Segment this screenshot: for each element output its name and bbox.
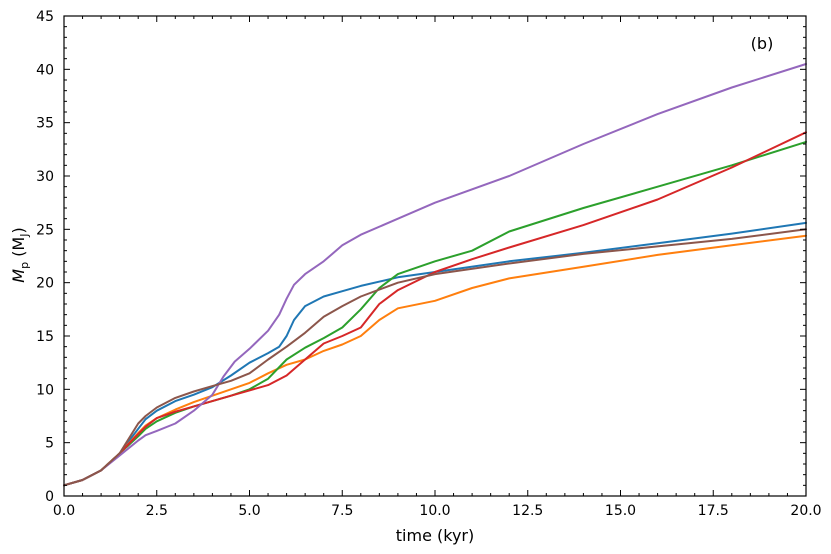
y-tick-label: 0 (45, 489, 54, 505)
x-tick-label: 7.5 (331, 503, 353, 519)
y-tick-label: 20 (36, 276, 54, 292)
series-line-6 (63, 228, 807, 487)
y-tick-label: 30 (36, 169, 54, 185)
series-line-1 (63, 221, 807, 487)
x-tick-label: 20.0 (790, 503, 821, 519)
series-line-4 (63, 131, 807, 487)
axes-layer: 0.0 2.5 5.0 7.5 10.0 12.5 15.0 17.5 20.0 0 5 10 15 20… (36, 9, 821, 519)
series-layer (63, 63, 807, 487)
y-axis-label-unit-open: (M (9, 237, 28, 262)
y-tick-label: 15 (36, 329, 54, 345)
y-tick-label: 25 (36, 222, 54, 238)
x-tick-label: 12.5 (512, 503, 543, 519)
x-tick-label: 17.5 (698, 503, 729, 519)
y-axis-label-unit-close: ) (9, 227, 28, 233)
y-tick-label: 40 (36, 62, 54, 78)
y-tick-label: 5 (45, 436, 54, 452)
series-line-3 (63, 140, 807, 487)
y-axis-label: Mp (MJ) (9, 227, 31, 282)
y-axis-label-unit-sub: J (18, 234, 31, 238)
series-line-5 (63, 63, 807, 487)
y-axis-label-sub: p (18, 262, 31, 269)
y-tick-label: 10 (36, 382, 54, 398)
x-axis-label: time (kyr) (396, 526, 474, 545)
x-tick-label: 2.5 (146, 503, 168, 519)
x-tick-label: 5.0 (238, 503, 260, 519)
y-tick-label: 45 (36, 9, 54, 25)
x-tick-label: 0.0 (53, 503, 75, 519)
panel-label: (b) (751, 34, 774, 53)
x-tick-label: 10.0 (419, 503, 450, 519)
x-tick-label: 15.0 (605, 503, 636, 519)
y-axis-label-symbol: M (9, 269, 28, 283)
y-tick-label: 35 (36, 116, 54, 132)
